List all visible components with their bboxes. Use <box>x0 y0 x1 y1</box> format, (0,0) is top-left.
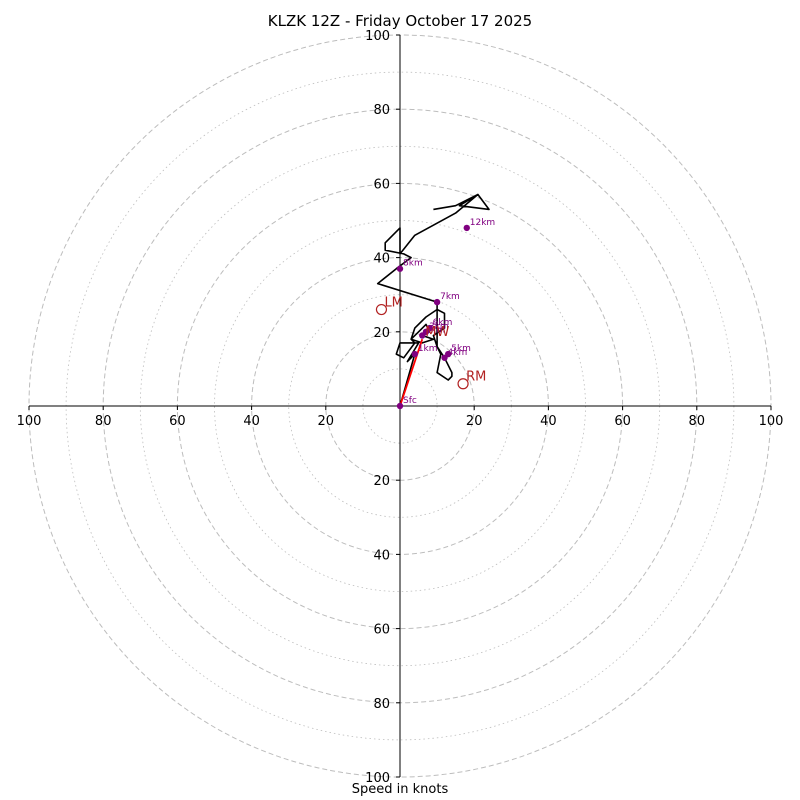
x-tick-label: 40 <box>243 414 260 429</box>
hodograph-series <box>376 193 490 407</box>
motion-label-lm: LM <box>384 296 402 311</box>
height-label-2km: 2km <box>425 326 445 336</box>
height-label-6km: 6km <box>433 318 453 328</box>
height-marker-sfc <box>396 402 404 410</box>
y-tick-label: 20 <box>373 474 390 489</box>
height-label-5km: 5km <box>451 344 471 354</box>
storm-motion-points: LM RM MW <box>375 296 486 390</box>
height-label-12km: 12km <box>470 218 495 228</box>
motion-marker-rm <box>457 378 469 390</box>
height-label-4km: 4km <box>448 348 468 358</box>
height-label-sfc: Sfc <box>403 396 417 406</box>
motion-label-mw: MW <box>425 325 449 340</box>
x-tick-label: 20 <box>318 414 335 429</box>
hodograph-line <box>376 193 490 407</box>
x-tick-label: 100 <box>17 414 42 429</box>
height-label-3km: 3km <box>429 322 449 332</box>
height-marker-12km <box>463 224 470 232</box>
height-label-1km: 1km <box>418 344 438 354</box>
x-tick-label: 40 <box>540 414 557 429</box>
x-tick-label: 20 <box>466 414 483 429</box>
motion-label-rm: RM <box>466 370 486 385</box>
height-label-7km: 7km <box>440 292 460 302</box>
height-marker-8km <box>396 265 404 272</box>
bulk-shear-vector <box>399 338 424 407</box>
y-tick-label: 60 <box>373 623 390 638</box>
x-tick-label: 60 <box>169 414 186 429</box>
x-tick-label: 100 <box>759 414 784 429</box>
x-axis-label: Speed in knots <box>351 782 449 797</box>
height-marker-7km <box>433 298 441 306</box>
y-tick-label: 40 <box>373 548 390 563</box>
x-tick-label: 60 <box>614 414 631 429</box>
x-tick-label: 80 <box>689 414 706 429</box>
y-tick-label: 40 <box>373 252 390 267</box>
x-tick-label: 80 <box>95 414 112 429</box>
y-tick-label: 60 <box>373 177 390 192</box>
y-tick-label: 80 <box>373 697 390 712</box>
y-tick-label: 100 <box>365 771 390 786</box>
y-tick-label: 80 <box>373 103 390 118</box>
motion-marker-lm <box>375 303 388 316</box>
height-marker-1km <box>411 350 419 358</box>
height-marker-6km <box>426 324 433 332</box>
tick-labels: 100 80 60 40 20 20 40 60 80 100 100 80 60 40 20 20 40 60 8… <box>17 29 784 786</box>
chart-title: KLZK 12Z - Friday October 17 2025 <box>267 12 533 30</box>
height-label-8km: 8km <box>403 259 423 269</box>
y-tick-label: 100 <box>365 29 390 44</box>
height-marker-5km <box>445 350 452 358</box>
y-tick-label: 20 <box>373 326 390 341</box>
